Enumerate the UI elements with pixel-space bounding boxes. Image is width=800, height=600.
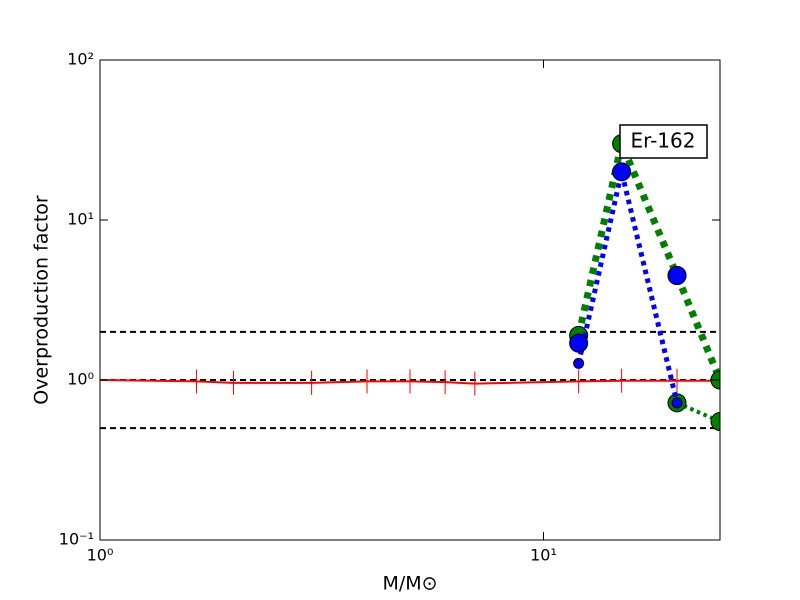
axes-frame (99, 59, 721, 541)
series-line (576, 171, 680, 404)
marker (612, 162, 632, 182)
y-tick-label: 10² (67, 50, 94, 69)
annotation-text: Er-162 (631, 129, 696, 153)
marker (671, 397, 683, 409)
x-axis-label: M/M⊙ (382, 573, 437, 595)
x-tick-label: 10⁰ (87, 546, 114, 565)
marker (573, 357, 585, 369)
series-line (575, 132, 720, 382)
y-tick-label: 10⁰ (67, 370, 94, 389)
annotation-box (619, 124, 708, 159)
marker (569, 333, 589, 353)
plot-layer (100, 132, 720, 432)
x-tick-label: 10¹ (530, 546, 557, 565)
annotation: Er-162 (619, 124, 708, 159)
y-tick-label: 10⁻¹ (59, 530, 94, 549)
marker (710, 412, 720, 432)
y-tick-label: 10¹ (67, 210, 94, 229)
y-axis-label: Overproduction factor (31, 195, 53, 405)
series-line (100, 379, 720, 385)
marker (667, 265, 687, 285)
